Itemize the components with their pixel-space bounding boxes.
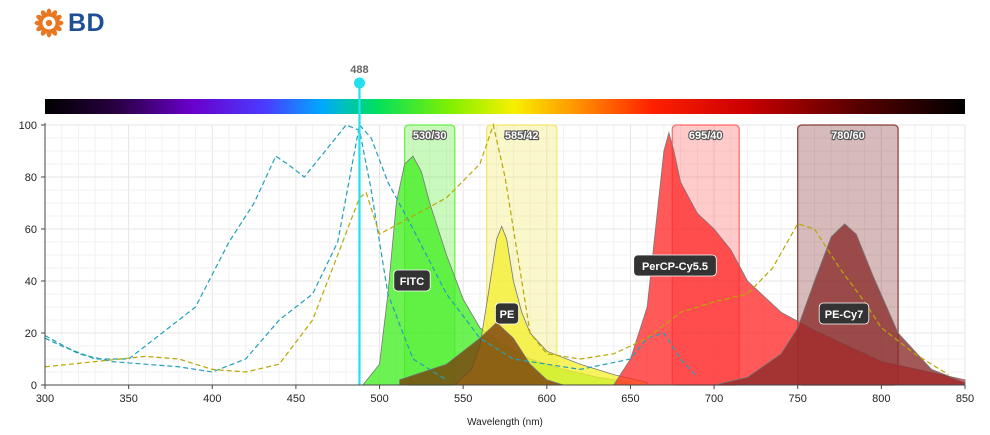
series-label-box: [633, 254, 717, 277]
x-tick-label: 550: [454, 393, 472, 405]
logo-petal: [50, 10, 58, 20]
series-label-pe: PE: [500, 309, 515, 321]
x-tick-label: 450: [287, 393, 305, 405]
series-label-box: [494, 302, 519, 325]
logo-petal: [52, 14, 62, 22]
bd-sunburst-logo-icon: [34, 8, 64, 38]
logo-petal: [53, 20, 64, 26]
x-tick-label: 500: [370, 393, 388, 405]
filter-label: 530/30: [413, 130, 447, 142]
wavelength-color-bar: [45, 99, 965, 114]
laser-handle[interactable]: [353, 77, 365, 89]
x-axis-label: Wavelength (nm): [467, 417, 543, 428]
excitation-curves: [44, 122, 949, 381]
x-tick-label: 350: [119, 393, 137, 405]
logo-petal: [40, 10, 48, 20]
filter-label: 585/42: [505, 130, 539, 142]
series-label-box: [393, 269, 431, 292]
x-tick-label: 650: [621, 393, 639, 405]
excitation-curve-3: [44, 122, 949, 376]
x-tick-label: 600: [538, 393, 556, 405]
logo-petal: [34, 20, 45, 26]
y-tick-label: 20: [25, 328, 37, 340]
series-labels: FITC PE PerCP-Cy5.5 PE-Cy7: [393, 254, 870, 325]
excitation-curve-1: [44, 123, 698, 378]
x-tick-label: 400: [203, 393, 221, 405]
logo-petal: [46, 27, 52, 38]
axes: 300 350 400 450 500 550 600 650 700 750 800 850 0 20 4…: [19, 120, 975, 428]
y-tick-label: 60: [25, 224, 37, 236]
filter-label: 695/40: [689, 130, 723, 142]
y-tick-label: 80: [25, 172, 37, 184]
series-label-pe-cy7: PE-Cy7: [825, 309, 864, 321]
y-tick-label: 0: [31, 380, 37, 392]
x-tick-label: 800: [872, 393, 890, 405]
filter-label: 780/60: [831, 130, 865, 142]
brand-name: BD: [68, 8, 106, 37]
y-tick-label: 40: [25, 276, 37, 288]
y-tick-label: 100: [19, 120, 37, 132]
x-tick-label: 300: [36, 393, 54, 405]
excitation-curve-2: [44, 124, 447, 381]
logo-petal: [36, 14, 46, 22]
logo-petal: [40, 26, 48, 36]
laser-line[interactable]: 488: [350, 64, 369, 385]
logo-petal: [36, 24, 46, 32]
series-label-percp-cy5-5: PerCP-Cy5.5: [642, 261, 708, 273]
logo-petal: [46, 8, 52, 19]
series-label-fitc: FITC: [400, 276, 424, 288]
x-tick-label: 850: [956, 393, 974, 405]
series-label-box: [818, 302, 870, 325]
laser-label: 488: [350, 64, 368, 76]
x-tick-label: 750: [789, 393, 807, 405]
logo-petal: [50, 26, 58, 36]
logo-petal: [52, 24, 62, 32]
bd-logo: BD: [34, 8, 105, 38]
x-tick-label: 700: [705, 393, 723, 405]
